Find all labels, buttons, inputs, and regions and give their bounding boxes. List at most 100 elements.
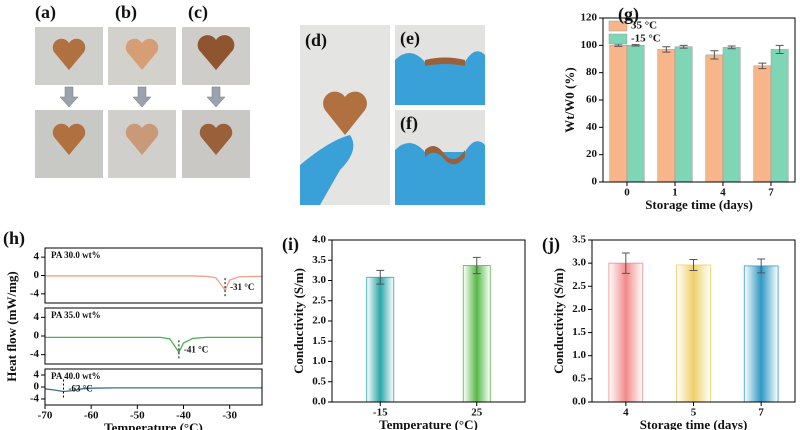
annotation: -31 °C [230,282,254,292]
y-tick-label: 0.0 [312,396,326,408]
error-bar [710,50,719,60]
y-tick-label: 4 [34,311,40,323]
panel-label: (g) [618,4,639,25]
hearts [52,35,235,155]
x-tick-label: 4 [623,407,629,419]
error-bar [689,258,698,272]
line [45,275,262,292]
annotation: -41 °C [184,344,208,354]
y-tick-label: 0 [34,269,40,281]
x-axis-title: Temperature (°C) [379,417,478,430]
photos [35,25,485,205]
y-axis-title: Conductivity (S/m) [551,268,566,374]
plot-frame [331,239,526,403]
y-tick-label: 2.0 [572,303,586,315]
error-bar [472,256,481,275]
x-tick-label: 25 [471,407,483,419]
line [44,387,262,393]
x-tick-label: -70 [38,410,53,422]
series-label: PA 30.0 wt% [51,250,101,260]
y-tick-label: 4 [34,369,40,381]
y-tick-label: 2.5 [312,294,326,306]
plot-frame [602,17,796,183]
y-tick-label: 3.0 [312,274,326,286]
x-tick-label: 4 [720,187,726,199]
panel-label: (b) [115,2,137,23]
y-tick-label: 100 [581,39,598,51]
y-tick-label: 2.5 [572,280,586,292]
error-bar [727,45,736,50]
y-axis-title: Wt/W0 (%) [562,67,577,132]
x-axis-title: Storage time (days) [645,197,753,212]
x-axis-title: Temperature (°C) [104,420,203,430]
legend-swatch [608,20,628,32]
bar [626,45,645,183]
panel-label: (e) [400,28,420,49]
y-tick-label: 1.0 [312,355,326,367]
bar [770,49,789,183]
bar [705,54,724,183]
plot-frame [44,307,263,365]
legend-label: 35 °C [631,20,657,32]
x-tick-label: -40 [176,410,191,422]
y-tick-label: 0 [34,381,40,393]
bar [722,47,741,183]
bar [657,49,676,183]
x-tick-label: -50 [130,410,145,422]
x-tick-label: 7 [758,407,764,419]
error-bar [775,44,784,55]
panel-label: (f) [400,113,418,134]
y-tick-label: 1.5 [572,326,586,338]
legend-label: -15 °C [631,33,661,45]
error-bar [621,252,630,274]
annotation: -63 °C [68,384,92,394]
bar [676,264,711,403]
x-tick-label: 1 [672,187,678,199]
y-tick-label: -4 [30,393,40,405]
bar [366,276,395,403]
plot-frame [44,368,263,406]
error-bar [679,44,688,49]
series-label: PA 40.0 wt% [51,371,101,381]
x-tick-label: -15 [373,407,388,419]
x-tick-label: 0 [624,187,630,199]
y-tick-label: -4 [30,287,40,299]
y-tick-label: 3.0 [572,257,586,269]
panel-label: (j) [542,234,560,255]
legend-swatch [608,33,628,45]
y-tick-label: 120 [581,12,598,24]
error-bar [376,269,385,285]
y-tick-label: -4 [30,348,40,360]
y-tick-label: 4 [34,251,40,263]
x-tick-label: -60 [84,410,99,422]
y-tick-label: 0.5 [572,372,586,384]
panel-label: (i) [282,234,299,255]
bar [743,265,779,403]
panel-label: (h) [3,228,25,249]
y-axis-title: Heat flow (mW/mg) [4,271,19,381]
y-tick-label: 1.5 [312,335,326,347]
x-tick-label: 5 [691,407,697,419]
series-label: PA 35.0 wt% [51,310,101,320]
error-bar [662,46,671,53]
plot-frame [591,239,796,403]
y-tick-label: 0 [592,176,598,188]
y-tick-label: 0.0 [572,396,586,408]
y-tick-label: 1.0 [572,349,586,361]
bar [753,65,772,183]
bar [609,45,628,183]
bar [462,265,491,403]
y-tick-label: 0.5 [312,375,326,387]
y-tick-label: 60 [586,94,598,106]
x-axis-title: Storage time (days) [640,417,748,430]
error-bar [757,258,766,274]
y-tick-label: 40 [586,121,598,133]
x-tick-label: 7 [768,187,774,199]
y-tick-label: 4.0 [312,234,326,246]
bar [674,46,693,183]
error-bar [631,44,640,47]
plot-frame [44,247,263,304]
error-bar [758,62,767,70]
y-axis-title: Conductivity (S/m) [291,268,306,374]
